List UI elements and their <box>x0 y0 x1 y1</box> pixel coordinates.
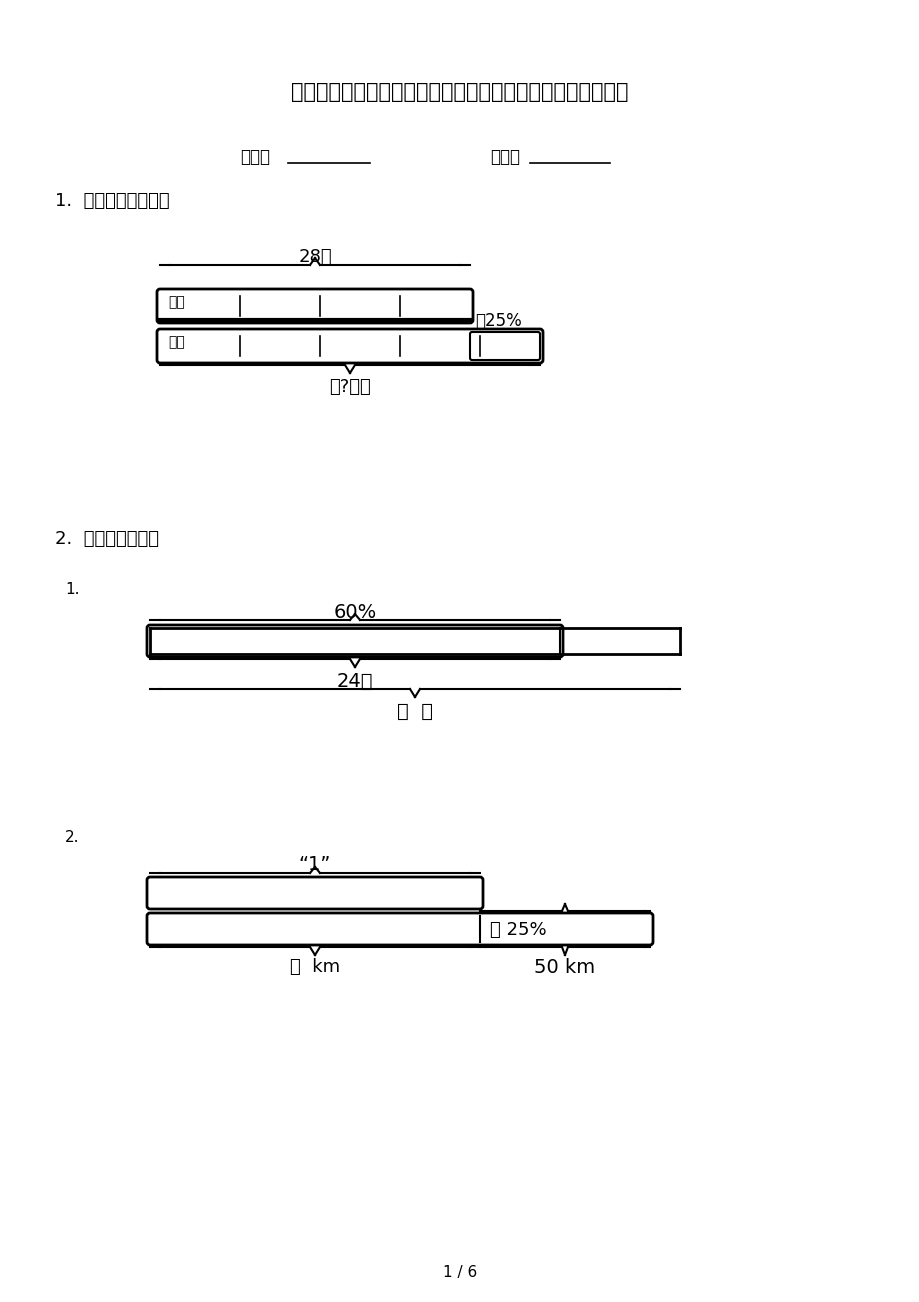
Text: 最新六年级数学上册看图列方程计算复习专项针对练习冀教版: 最新六年级数学上册看图列方程计算复习专项针对练习冀教版 <box>291 82 628 102</box>
FancyBboxPatch shape <box>157 289 472 323</box>
Text: 姓名：: 姓名： <box>490 148 519 165</box>
Text: 1 / 6: 1 / 6 <box>442 1266 477 1280</box>
Text: （?）只: （?）只 <box>329 378 370 396</box>
Text: ？  个: ？ 个 <box>397 702 433 721</box>
Text: ？  km: ？ km <box>289 958 340 976</box>
FancyBboxPatch shape <box>470 332 539 359</box>
FancyBboxPatch shape <box>147 913 652 945</box>
FancyBboxPatch shape <box>157 329 542 363</box>
Text: 24个: 24个 <box>336 672 373 691</box>
Text: 鸭：: 鸭： <box>168 335 185 349</box>
Text: 60%: 60% <box>333 603 376 622</box>
Text: 2.: 2. <box>65 829 79 845</box>
Text: 1.: 1. <box>65 582 79 598</box>
Text: 2.  看图列式计算。: 2. 看图列式计算。 <box>55 530 159 548</box>
Text: 50 km: 50 km <box>534 958 595 976</box>
Text: 1.  只列式，不计算。: 1. 只列式，不计算。 <box>55 191 169 210</box>
Text: 多25%: 多25% <box>474 312 521 329</box>
FancyBboxPatch shape <box>147 625 562 658</box>
FancyBboxPatch shape <box>147 878 482 909</box>
Text: 28只: 28只 <box>298 247 332 266</box>
Text: 鸡：: 鸡： <box>168 296 185 309</box>
Text: 多 25%: 多 25% <box>490 921 546 939</box>
Text: 班级：: 班级： <box>240 148 269 165</box>
Text: “1”: “1” <box>299 855 331 874</box>
